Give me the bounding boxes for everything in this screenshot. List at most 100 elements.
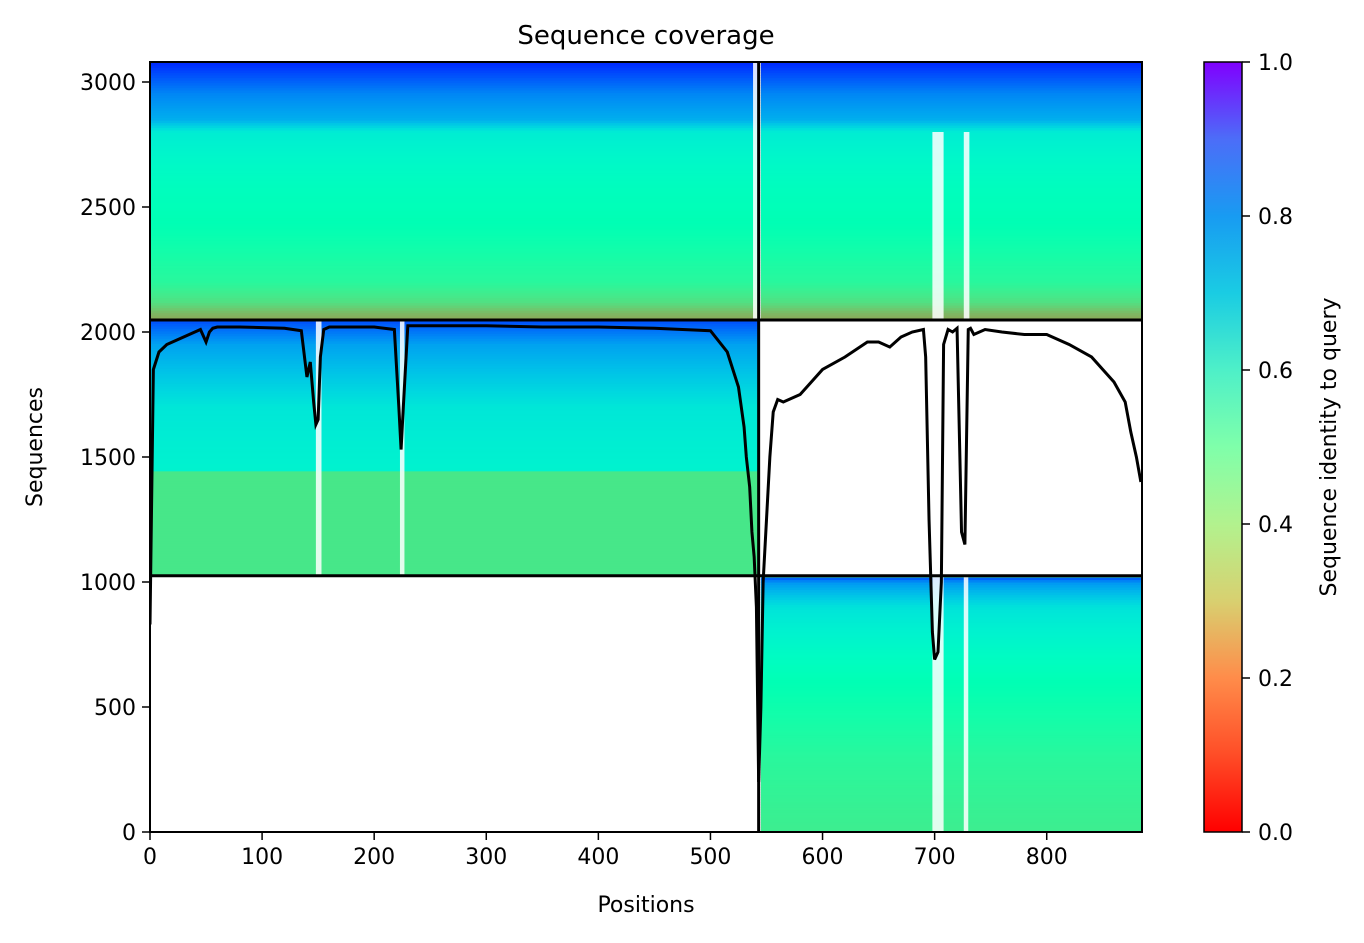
heatmap-band <box>150 210 758 214</box>
colorbar-tick-label: 0.0 <box>1258 821 1293 846</box>
heatmap-band <box>150 500 758 504</box>
heatmap-band <box>150 270 758 274</box>
heatmap-band <box>150 140 758 144</box>
heatmap-band <box>760 787 1142 791</box>
heatmap-band <box>760 617 1142 621</box>
heatmap-band <box>760 619 1142 623</box>
heatmap-band <box>760 749 1142 753</box>
heatmap-band <box>150 443 758 447</box>
heatmap-band <box>150 292 758 296</box>
heatmap-band <box>760 587 1142 591</box>
heatmap-band <box>760 649 1142 653</box>
colorbar <box>1203 61 1243 833</box>
heatmap-band <box>150 237 758 241</box>
heatmap-band <box>150 150 758 154</box>
coverage-gap <box>315 320 322 576</box>
heatmap-band <box>150 428 758 432</box>
heatmap-band <box>760 589 1142 593</box>
heatmap-band <box>760 694 1142 698</box>
heatmap-band <box>760 664 1142 668</box>
y-tick-label: 0 <box>122 821 136 846</box>
heatmap-band <box>150 310 758 314</box>
heatmap-band <box>150 400 758 404</box>
heatmap-band <box>150 125 758 129</box>
heatmap-band <box>760 827 1142 831</box>
heatmap-band <box>150 300 758 304</box>
heatmap-band <box>150 405 758 409</box>
heatmap-band <box>760 265 1142 269</box>
heatmap-band <box>150 260 758 264</box>
heatmap-band <box>150 287 758 291</box>
heatmap-band <box>760 582 1142 586</box>
heatmap-band <box>760 315 1142 319</box>
heatmap-band <box>760 667 1142 671</box>
heatmap-band <box>150 87 758 91</box>
heatmap-band <box>150 495 758 499</box>
heatmap-band <box>150 212 758 216</box>
heatmap-band <box>150 513 758 517</box>
heatmap-band <box>150 130 758 134</box>
heatmap-band <box>150 120 758 124</box>
heatmap-band <box>150 157 758 161</box>
heatmap-band <box>150 220 758 224</box>
heatmap-band <box>150 333 758 337</box>
heatmap-band <box>760 697 1142 701</box>
heatmap-band <box>760 227 1142 231</box>
heatmap-band <box>150 480 758 484</box>
heatmap-band <box>760 599 1142 603</box>
heatmap-band <box>150 67 758 71</box>
heatmap-band <box>760 662 1142 666</box>
heatmap-band <box>760 824 1142 828</box>
heatmap-band <box>760 97 1142 101</box>
plot-frame <box>149 61 1143 833</box>
heatmap-band <box>760 165 1142 169</box>
heatmap-band <box>760 307 1142 311</box>
heatmap-band <box>760 819 1142 823</box>
heatmap-band <box>760 192 1142 196</box>
heatmap-band <box>150 170 758 174</box>
heatmap-band <box>150 403 758 407</box>
heatmap-band <box>760 155 1142 159</box>
heatmap-band <box>150 155 758 159</box>
x-tick-label: 200 <box>353 845 395 870</box>
x-tick-label: 0 <box>143 845 157 870</box>
heatmap-band <box>760 250 1142 254</box>
heatmap-band <box>760 704 1142 708</box>
heatmap-band <box>760 95 1142 99</box>
heatmap-band <box>760 742 1142 746</box>
heatmap-band <box>760 65 1142 69</box>
heatmap-band <box>150 348 758 352</box>
heatmap-band <box>150 458 758 462</box>
heatmap-band <box>760 577 1142 581</box>
y-axis-label: Sequences <box>23 387 48 507</box>
heatmap-band <box>150 328 758 332</box>
x-tick-label: 700 <box>914 845 956 870</box>
heatmap-band <box>760 312 1142 316</box>
heatmap-band <box>760 140 1142 144</box>
heatmap-band <box>150 490 758 494</box>
heatmap-band <box>150 460 758 464</box>
heatmap-band <box>150 398 758 402</box>
heatmap-band <box>150 247 758 251</box>
heatmap-band <box>150 485 758 489</box>
y-axis-ticks: 0 500 1000 1500 2000 2500 3000 <box>80 71 150 846</box>
heatmap-band <box>760 220 1142 224</box>
heatmap-band <box>760 260 1142 264</box>
heatmap-band <box>150 538 758 542</box>
heatmap-band <box>150 543 758 547</box>
heatmap-band <box>760 135 1142 139</box>
heatmap-band <box>150 533 758 537</box>
heatmap-band <box>150 550 758 554</box>
heatmap-band <box>760 102 1142 106</box>
heatmap-band <box>150 227 758 231</box>
heatmap-band <box>760 85 1142 89</box>
heatmap-band <box>760 252 1142 256</box>
heatmap-band <box>150 553 758 557</box>
heatmap-band <box>150 320 758 324</box>
heatmap-band <box>150 312 758 316</box>
heatmap-band <box>150 305 758 309</box>
heatmap-band <box>150 197 758 201</box>
heatmap-band <box>150 127 758 131</box>
